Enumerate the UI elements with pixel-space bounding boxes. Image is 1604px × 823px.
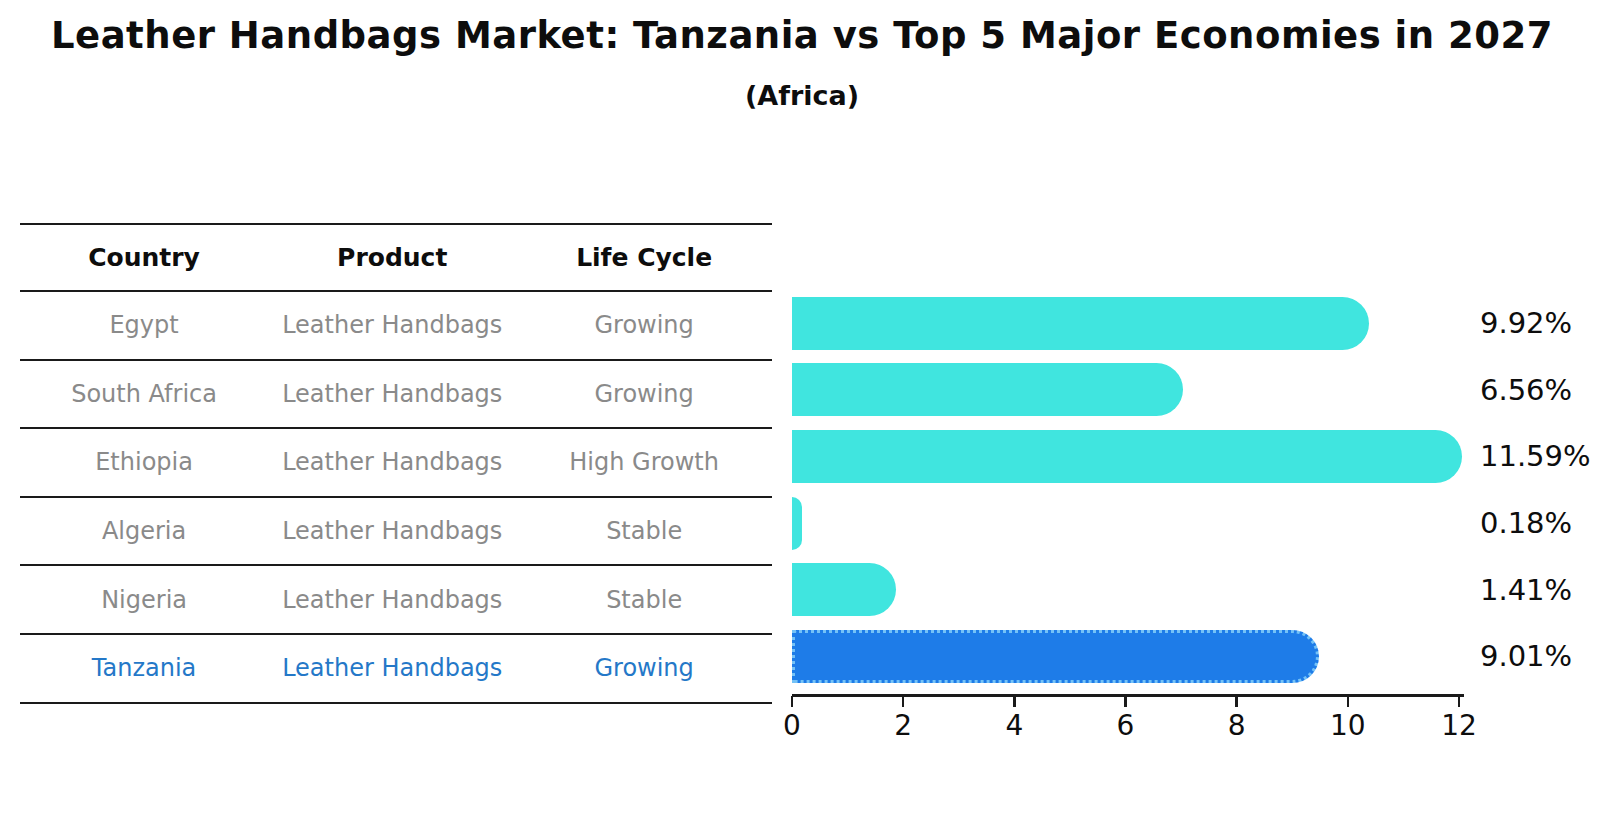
bar-nigeria (792, 563, 896, 616)
table-header-country: Country (20, 243, 268, 272)
table-cell-country: Nigeria (20, 586, 268, 614)
table-header-product: Product (268, 243, 516, 272)
x-axis-tick-label: 4 (974, 709, 1054, 742)
table-cell-country: Egypt (20, 311, 268, 339)
chart-subtitle: (Africa) (0, 80, 1604, 111)
value-label: 11.59% (1480, 423, 1591, 490)
x-axis-tick (1235, 696, 1238, 707)
country-table: Country Product Life Cycle EgyptLeather … (20, 223, 772, 704)
bar-algeria (792, 497, 802, 550)
table-cell-product: Leather Handbags (268, 654, 516, 682)
table-cell-life-cycle: Stable (516, 586, 772, 614)
x-axis-line (792, 694, 1464, 697)
table-row: EgyptLeather HandbagsGrowing (20, 292, 772, 361)
value-label: 9.92% (1480, 290, 1572, 357)
table-cell-life-cycle: Growing (516, 380, 772, 408)
chart-title: Leather Handbags Market: Tanzania vs Top… (0, 14, 1604, 57)
table-row: NigeriaLeather HandbagsStable (20, 566, 772, 635)
table-header-row: Country Product Life Cycle (20, 223, 772, 292)
table-row: South AfricaLeather HandbagsGrowing (20, 361, 772, 430)
x-axis-tick (1013, 696, 1016, 707)
bar-south-africa (792, 363, 1183, 416)
table-cell-country: Tanzania (20, 654, 268, 682)
x-axis-tick-label: 6 (1086, 709, 1166, 742)
x-axis-tick-label: 8 (1197, 709, 1277, 742)
table-body: EgyptLeather HandbagsGrowingSouth Africa… (20, 292, 772, 704)
value-label: 9.01% (1480, 623, 1572, 690)
value-label: 6.56% (1480, 357, 1572, 424)
bar-ethiopia (792, 430, 1462, 483)
table-cell-product: Leather Handbags (268, 586, 516, 614)
x-axis-tick-label: 12 (1419, 709, 1499, 742)
table-row: TanzaniaLeather HandbagsGrowing (20, 635, 772, 704)
table-row: EthiopiaLeather HandbagsHigh Growth (20, 429, 772, 498)
table-cell-life-cycle: Growing (516, 311, 772, 339)
table-cell-product: Leather Handbags (268, 311, 516, 339)
x-axis-tick (902, 696, 905, 707)
x-axis-tick (1347, 696, 1350, 707)
table-header-life-cycle: Life Cycle (516, 243, 772, 272)
value-label: 0.18% (1480, 490, 1572, 557)
table-cell-product: Leather Handbags (268, 448, 516, 476)
x-axis-tick-label: 2 (863, 709, 943, 742)
x-axis-tick-label: 10 (1308, 709, 1388, 742)
x-axis-tick (791, 696, 794, 707)
x-axis-tick-label: 0 (752, 709, 832, 742)
table-cell-life-cycle: High Growth (516, 448, 772, 476)
bar-highlight-tanzania (792, 630, 1319, 683)
x-axis-tick (1458, 696, 1461, 707)
table-cell-country: Ethiopia (20, 448, 268, 476)
x-axis-tick (1124, 696, 1127, 707)
table-cell-life-cycle: Growing (516, 654, 772, 682)
table-row: AlgeriaLeather HandbagsStable (20, 498, 772, 567)
table-cell-country: Algeria (20, 517, 268, 545)
value-label: 1.41% (1480, 556, 1572, 623)
table-cell-country: South Africa (20, 380, 268, 408)
figure-canvas: Leather Handbags Market: Tanzania vs Top… (0, 0, 1604, 823)
table-cell-life-cycle: Stable (516, 517, 772, 545)
bar-egypt (792, 297, 1369, 350)
table-cell-product: Leather Handbags (268, 380, 516, 408)
table-cell-product: Leather Handbags (268, 517, 516, 545)
